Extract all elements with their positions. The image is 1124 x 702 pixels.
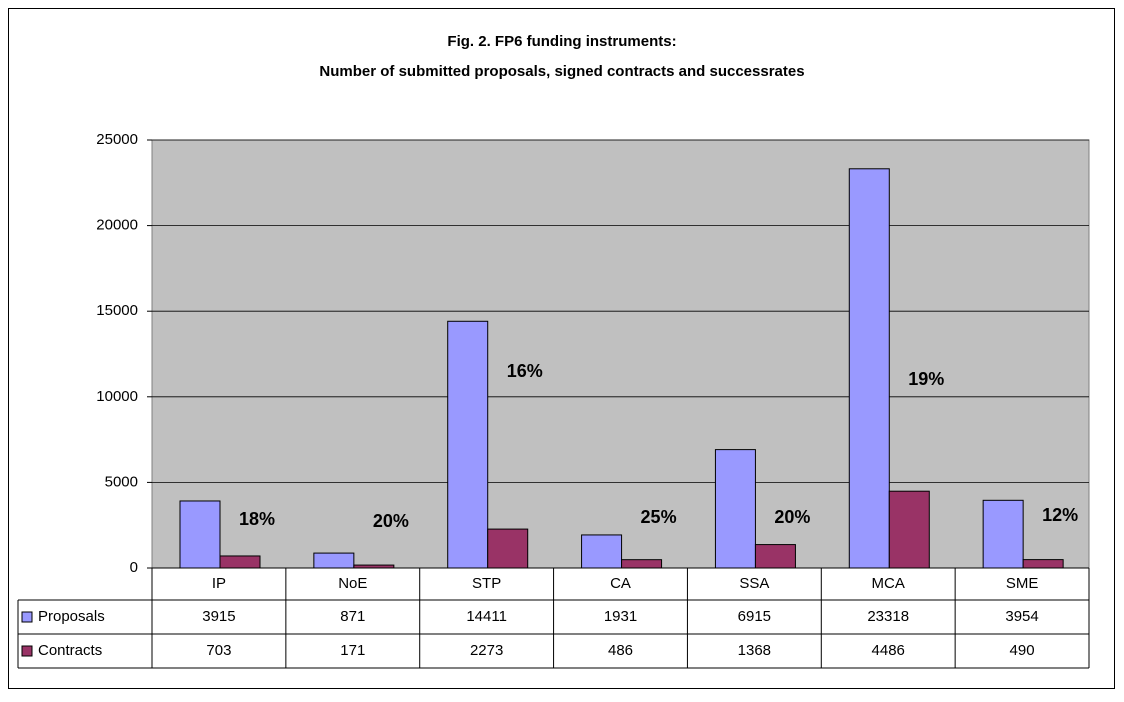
bar	[888, 490, 930, 569]
x-tick-label: CA	[610, 575, 631, 592]
bar	[353, 564, 395, 569]
bar	[754, 544, 796, 569]
annotation: 16%	[507, 361, 543, 381]
x-tick-label: SME	[1006, 575, 1039, 592]
bar	[982, 499, 1024, 569]
table-cell: 14411	[466, 608, 507, 625]
table-cell: 490	[1010, 642, 1035, 659]
bar	[848, 168, 890, 569]
table-cell: 3915	[202, 608, 235, 625]
table-cell: 171	[340, 642, 365, 659]
bar	[313, 552, 355, 569]
legend-label: Contracts	[38, 642, 102, 659]
y-tick-label: 15000	[96, 302, 138, 319]
bar	[487, 528, 529, 569]
table-cell: 871	[340, 608, 365, 625]
plot-area	[151, 139, 1090, 569]
table-cell: 3954	[1005, 608, 1038, 625]
x-tick-label: MCA	[872, 575, 905, 592]
y-tick-label: 0	[130, 559, 138, 576]
annotation: 20%	[373, 511, 409, 531]
bar	[621, 559, 663, 569]
chart-title: Fig. 2. FP6 funding instruments:	[447, 33, 676, 50]
annotation: 25%	[641, 507, 677, 527]
legend-key	[21, 611, 33, 623]
table-cell: 4486	[872, 642, 905, 659]
y-tick-label: 25000	[96, 131, 138, 148]
chart-subtitle: Number of submitted proposals, signed co…	[319, 63, 804, 80]
annotation: 20%	[774, 507, 810, 527]
bar	[1022, 559, 1064, 569]
bar	[179, 500, 221, 569]
bar	[447, 320, 489, 569]
x-tick-label: SSA	[739, 575, 769, 592]
annotation: 18%	[239, 509, 275, 529]
annotation: 12%	[1042, 505, 1078, 525]
y-tick-label: 5000	[105, 473, 138, 490]
table-cell: 23318	[867, 608, 909, 625]
legend-label: Proposals	[38, 608, 105, 625]
table-cell: 2273	[470, 642, 503, 659]
bar	[714, 449, 756, 569]
table-cell: 703	[206, 642, 231, 659]
x-tick-label: STP	[472, 575, 501, 592]
y-tick-label: 10000	[96, 388, 138, 405]
table-cell: 1368	[738, 642, 771, 659]
table-cell: 486	[608, 642, 633, 659]
x-tick-label: NoE	[338, 575, 367, 592]
y-tick-label: 20000	[96, 217, 138, 234]
bar	[581, 534, 623, 569]
legend-key	[21, 645, 33, 657]
table-cell: 6915	[738, 608, 771, 625]
table-cell: 1931	[604, 608, 637, 625]
annotation: 19%	[908, 369, 944, 389]
bar	[219, 555, 261, 569]
x-tick-label: IP	[212, 575, 226, 592]
